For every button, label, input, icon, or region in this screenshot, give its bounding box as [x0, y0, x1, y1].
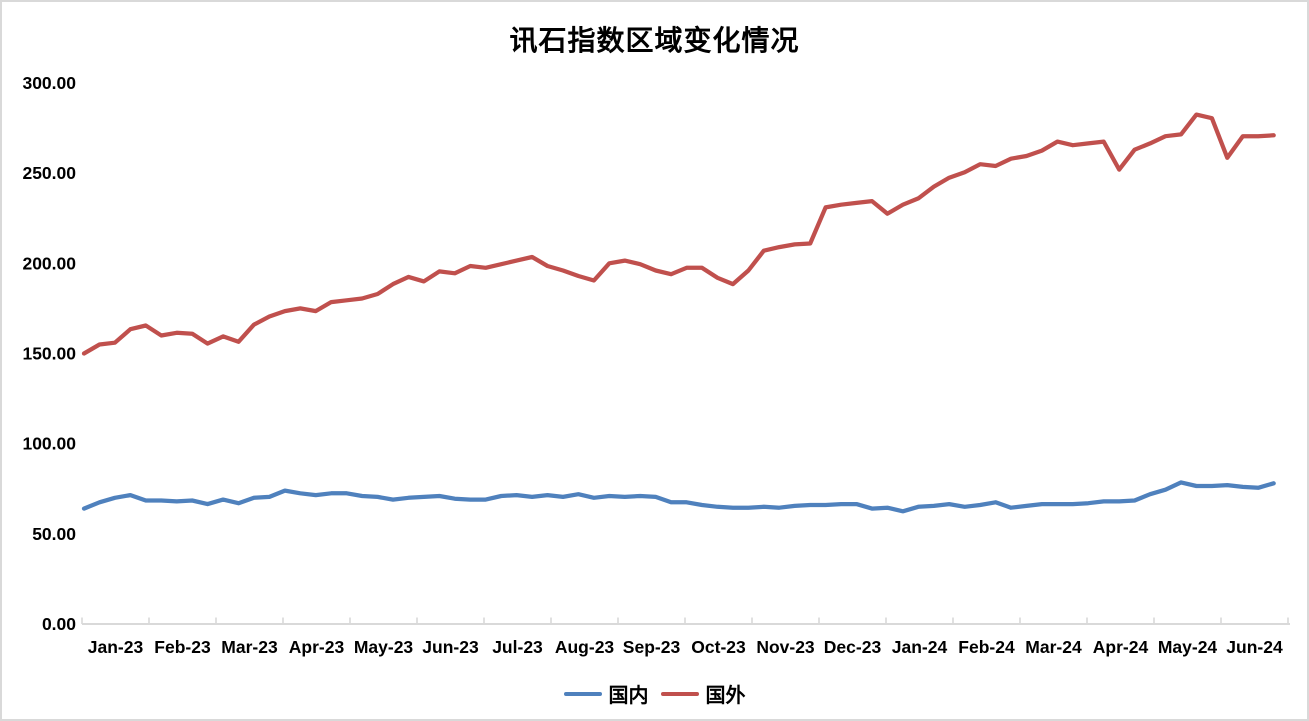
x-axis-tick-label: May-24	[1158, 637, 1218, 657]
foreign-series-line	[81, 112, 1276, 356]
legend-item-foreign: 国外	[660, 679, 746, 708]
foreign-line-swatch	[660, 691, 699, 696]
x-axis-tick-label: Mar-24	[1025, 637, 1082, 657]
x-axis-tick-label: Apr-23	[289, 637, 345, 657]
x-axis-tick-label: Apr-24	[1093, 637, 1149, 657]
legend-label-foreign: 国外	[705, 683, 746, 707]
y-axis-tick-label: 200.00	[22, 253, 76, 273]
x-axis-tick-label: May-23	[354, 637, 414, 657]
legend-item-domestic: 国内	[563, 679, 649, 708]
x-axis-tick-label: Jan-23	[88, 637, 144, 657]
y-axis-tick-label: 100.00	[22, 434, 76, 454]
y-axis-tick-label: 300.00	[22, 73, 76, 93]
domestic-series-line	[81, 480, 1276, 514]
domestic-line-swatch	[563, 691, 602, 696]
x-axis-tick-label: Nov-23	[756, 637, 815, 657]
x-axis-tick-label: Feb-24	[958, 637, 1015, 657]
x-axis-tick-label: Feb-23	[154, 637, 211, 657]
legend-label-domestic: 国内	[608, 683, 649, 707]
x-axis-tick-label: Oct-23	[691, 637, 746, 657]
x-axis-tick-label: Jul-23	[492, 637, 543, 657]
x-axis-tick-label: Jun-23	[422, 637, 479, 657]
x-axis-tick-label: Aug-23	[555, 637, 615, 657]
y-axis-tick-label: 250.00	[22, 163, 76, 183]
y-axis-tick-label: 50.00	[32, 524, 76, 544]
x-axis-tick-label: Mar-23	[221, 637, 278, 657]
x-axis-tick-label: Dec-23	[824, 637, 882, 657]
y-axis-tick-label: 150.00	[22, 344, 76, 364]
chart-title: 讯石指数区域变化情况	[509, 24, 800, 57]
y-axis-tick-label: 0.00	[42, 614, 76, 634]
chart-legend: 国内 国外	[2, 679, 1307, 708]
x-axis-tick-label: Jun-24	[1226, 637, 1283, 657]
x-axis-tick-label: Sep-23	[623, 637, 681, 657]
x-axis-tick-label: Jan-24	[892, 637, 948, 657]
